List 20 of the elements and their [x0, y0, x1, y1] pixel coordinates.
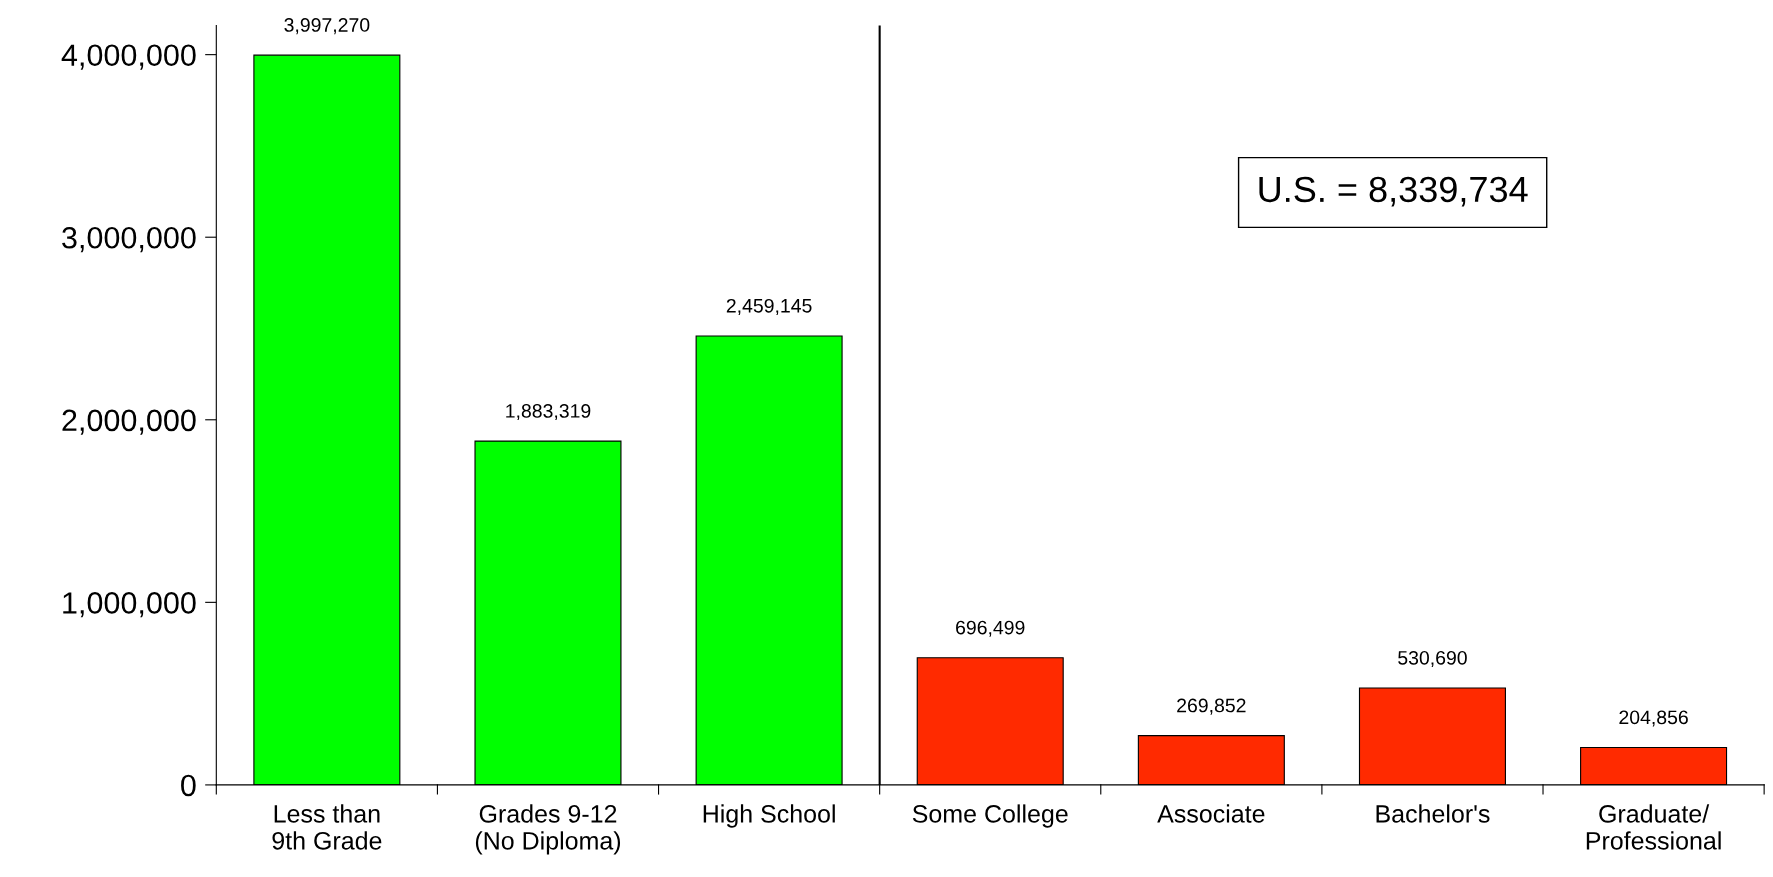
- x-tick-label: Some College: [912, 804, 1068, 828]
- y-tick-label: 1,000,000: [63, 592, 196, 618]
- x-tick-label: Associate: [1157, 804, 1265, 823]
- y-tick-label: 3,000,000: [62, 226, 196, 253]
- data-label: 204,856: [1619, 710, 1688, 727]
- x-tick-label: Graduate/ Professional: [1586, 804, 1721, 850]
- data-label: 2,459,145: [726, 298, 812, 315]
- x-tick-label: Less than 9th Grade: [272, 804, 382, 850]
- y-tick-label: 2,000,000: [62, 409, 196, 435]
- x-tick-label: Grades 9-12 (No Diploma): [475, 804, 621, 855]
- annotation: U.S. = 8,339,734: [1259, 176, 1528, 207]
- data-label: 269,852: [1177, 698, 1246, 715]
- x-tick-label: Bachelor's: [1376, 804, 1490, 823]
- y-tick-label: 0: [181, 774, 196, 797]
- data-label: 3,997,270: [284, 18, 370, 35]
- y-tick-label: 4,000,000: [61, 44, 196, 70]
- x-tick-label: High School: [703, 804, 835, 828]
- data-label: 530,690: [1398, 650, 1467, 668]
- data-label: 1,883,319: [506, 404, 591, 421]
- data-label: 696,499: [956, 620, 1025, 637]
